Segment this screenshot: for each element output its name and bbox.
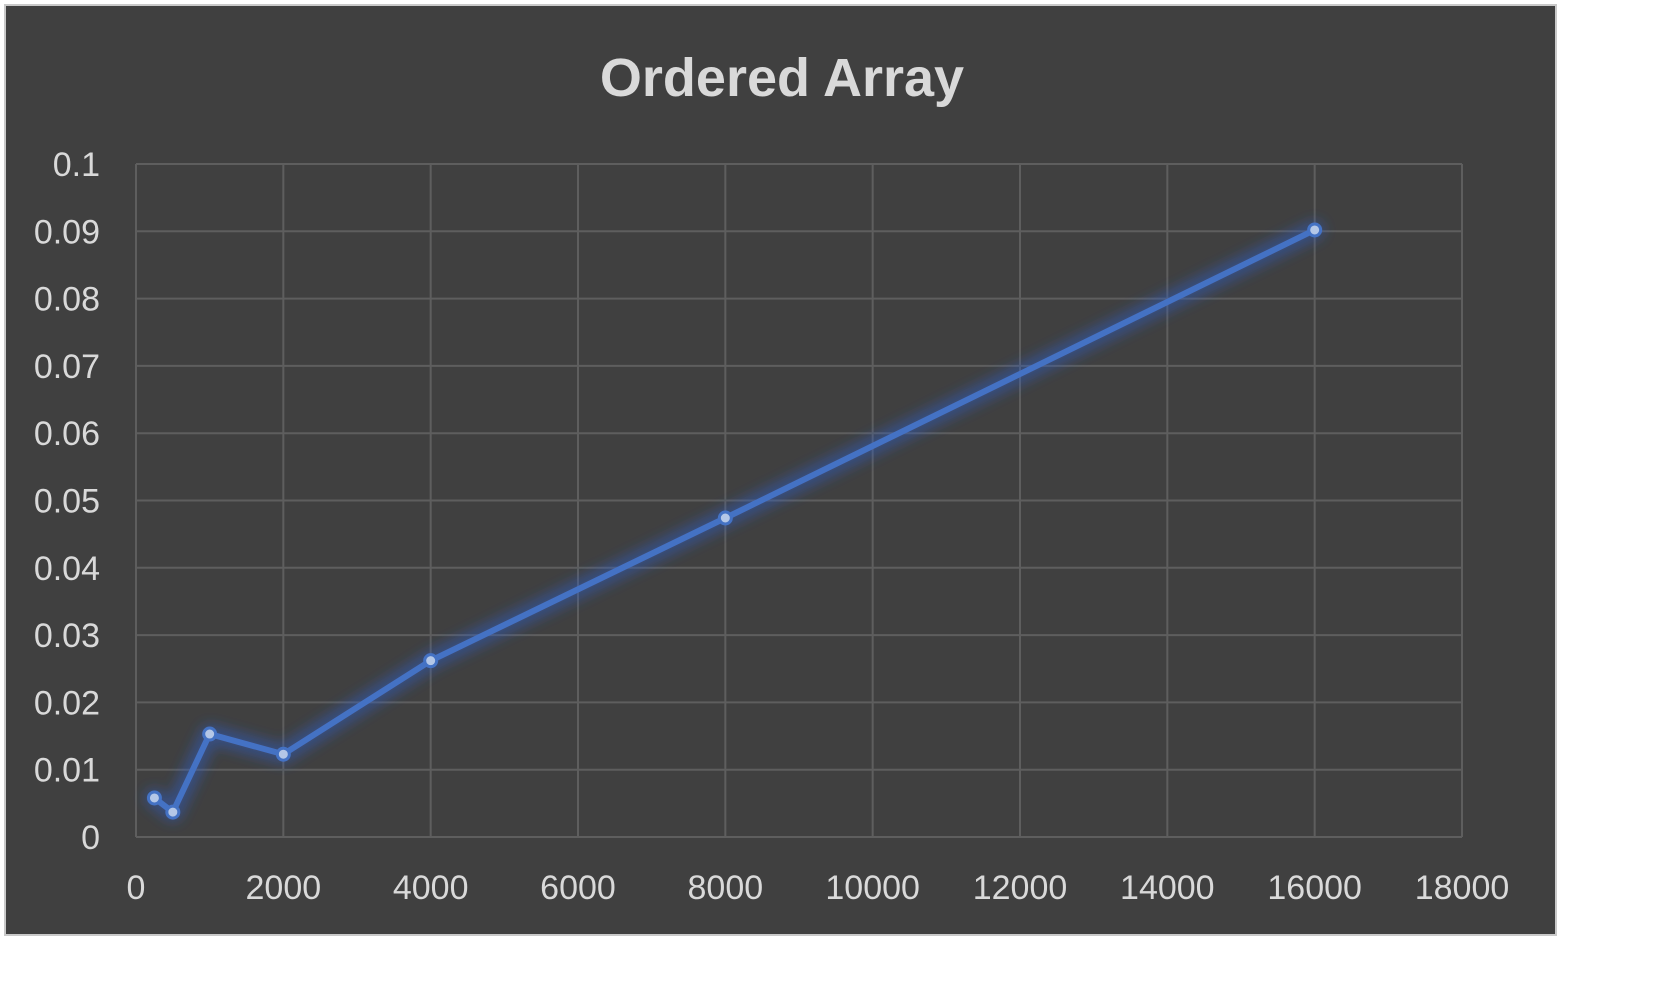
y-tick-label: 0.01 xyxy=(34,752,100,790)
gridlines xyxy=(135,163,1463,838)
y-tick-label: 0.09 xyxy=(34,213,100,251)
y-tick-label: 0.04 xyxy=(34,550,100,588)
y-tick-label: 0.03 xyxy=(34,617,100,655)
y-tick-label: 0.07 xyxy=(34,348,100,386)
chart-area: Ordered Array 0 0.01 0.02 0.03 0.04 0.05 0.06 0… xyxy=(4,4,1557,936)
data-point xyxy=(423,653,439,669)
y-axis-ticks: 0 0.01 0.02 0.03 0.04 0.05 0.06 0.07 0.08 0.09 0.1 xyxy=(34,146,100,857)
x-tick-label: 16000 xyxy=(1267,869,1362,907)
chart-title: Ordered Array xyxy=(600,48,964,108)
data-point xyxy=(202,726,218,742)
y-tick-label: 0.06 xyxy=(34,415,100,453)
y-tick-label: 0 xyxy=(81,819,100,857)
data-point xyxy=(146,790,162,806)
x-tick-label: 2000 xyxy=(246,869,322,907)
line-chart: Ordered Array 00.010.020.030.040.050.060… xyxy=(34,48,1510,907)
x-tick-label: 10000 xyxy=(825,869,920,907)
data-point xyxy=(1307,222,1323,238)
x-tick-label: 6000 xyxy=(540,869,616,907)
data-point xyxy=(275,746,291,762)
y-tick-label: 0.08 xyxy=(34,281,100,319)
y-tick-label: 0.02 xyxy=(34,684,100,722)
data-point xyxy=(165,804,181,820)
x-tick-label: 4000 xyxy=(393,869,469,907)
x-axis-ticks: 0 2000 4000 6000 8000 10000 12000 14000 16000 180… xyxy=(127,869,1510,907)
x-tick-label: 0 xyxy=(127,869,146,907)
x-tick-label: 8000 xyxy=(688,869,764,907)
y-tick-label: 0.1 xyxy=(53,146,100,184)
y-tick-label: 0.05 xyxy=(34,483,100,521)
series-layer xyxy=(144,219,1325,823)
x-tick-label: 14000 xyxy=(1120,869,1215,907)
x-tick-label: 12000 xyxy=(973,869,1068,907)
data-point xyxy=(717,510,733,526)
x-tick-label: 18000 xyxy=(1415,869,1510,907)
